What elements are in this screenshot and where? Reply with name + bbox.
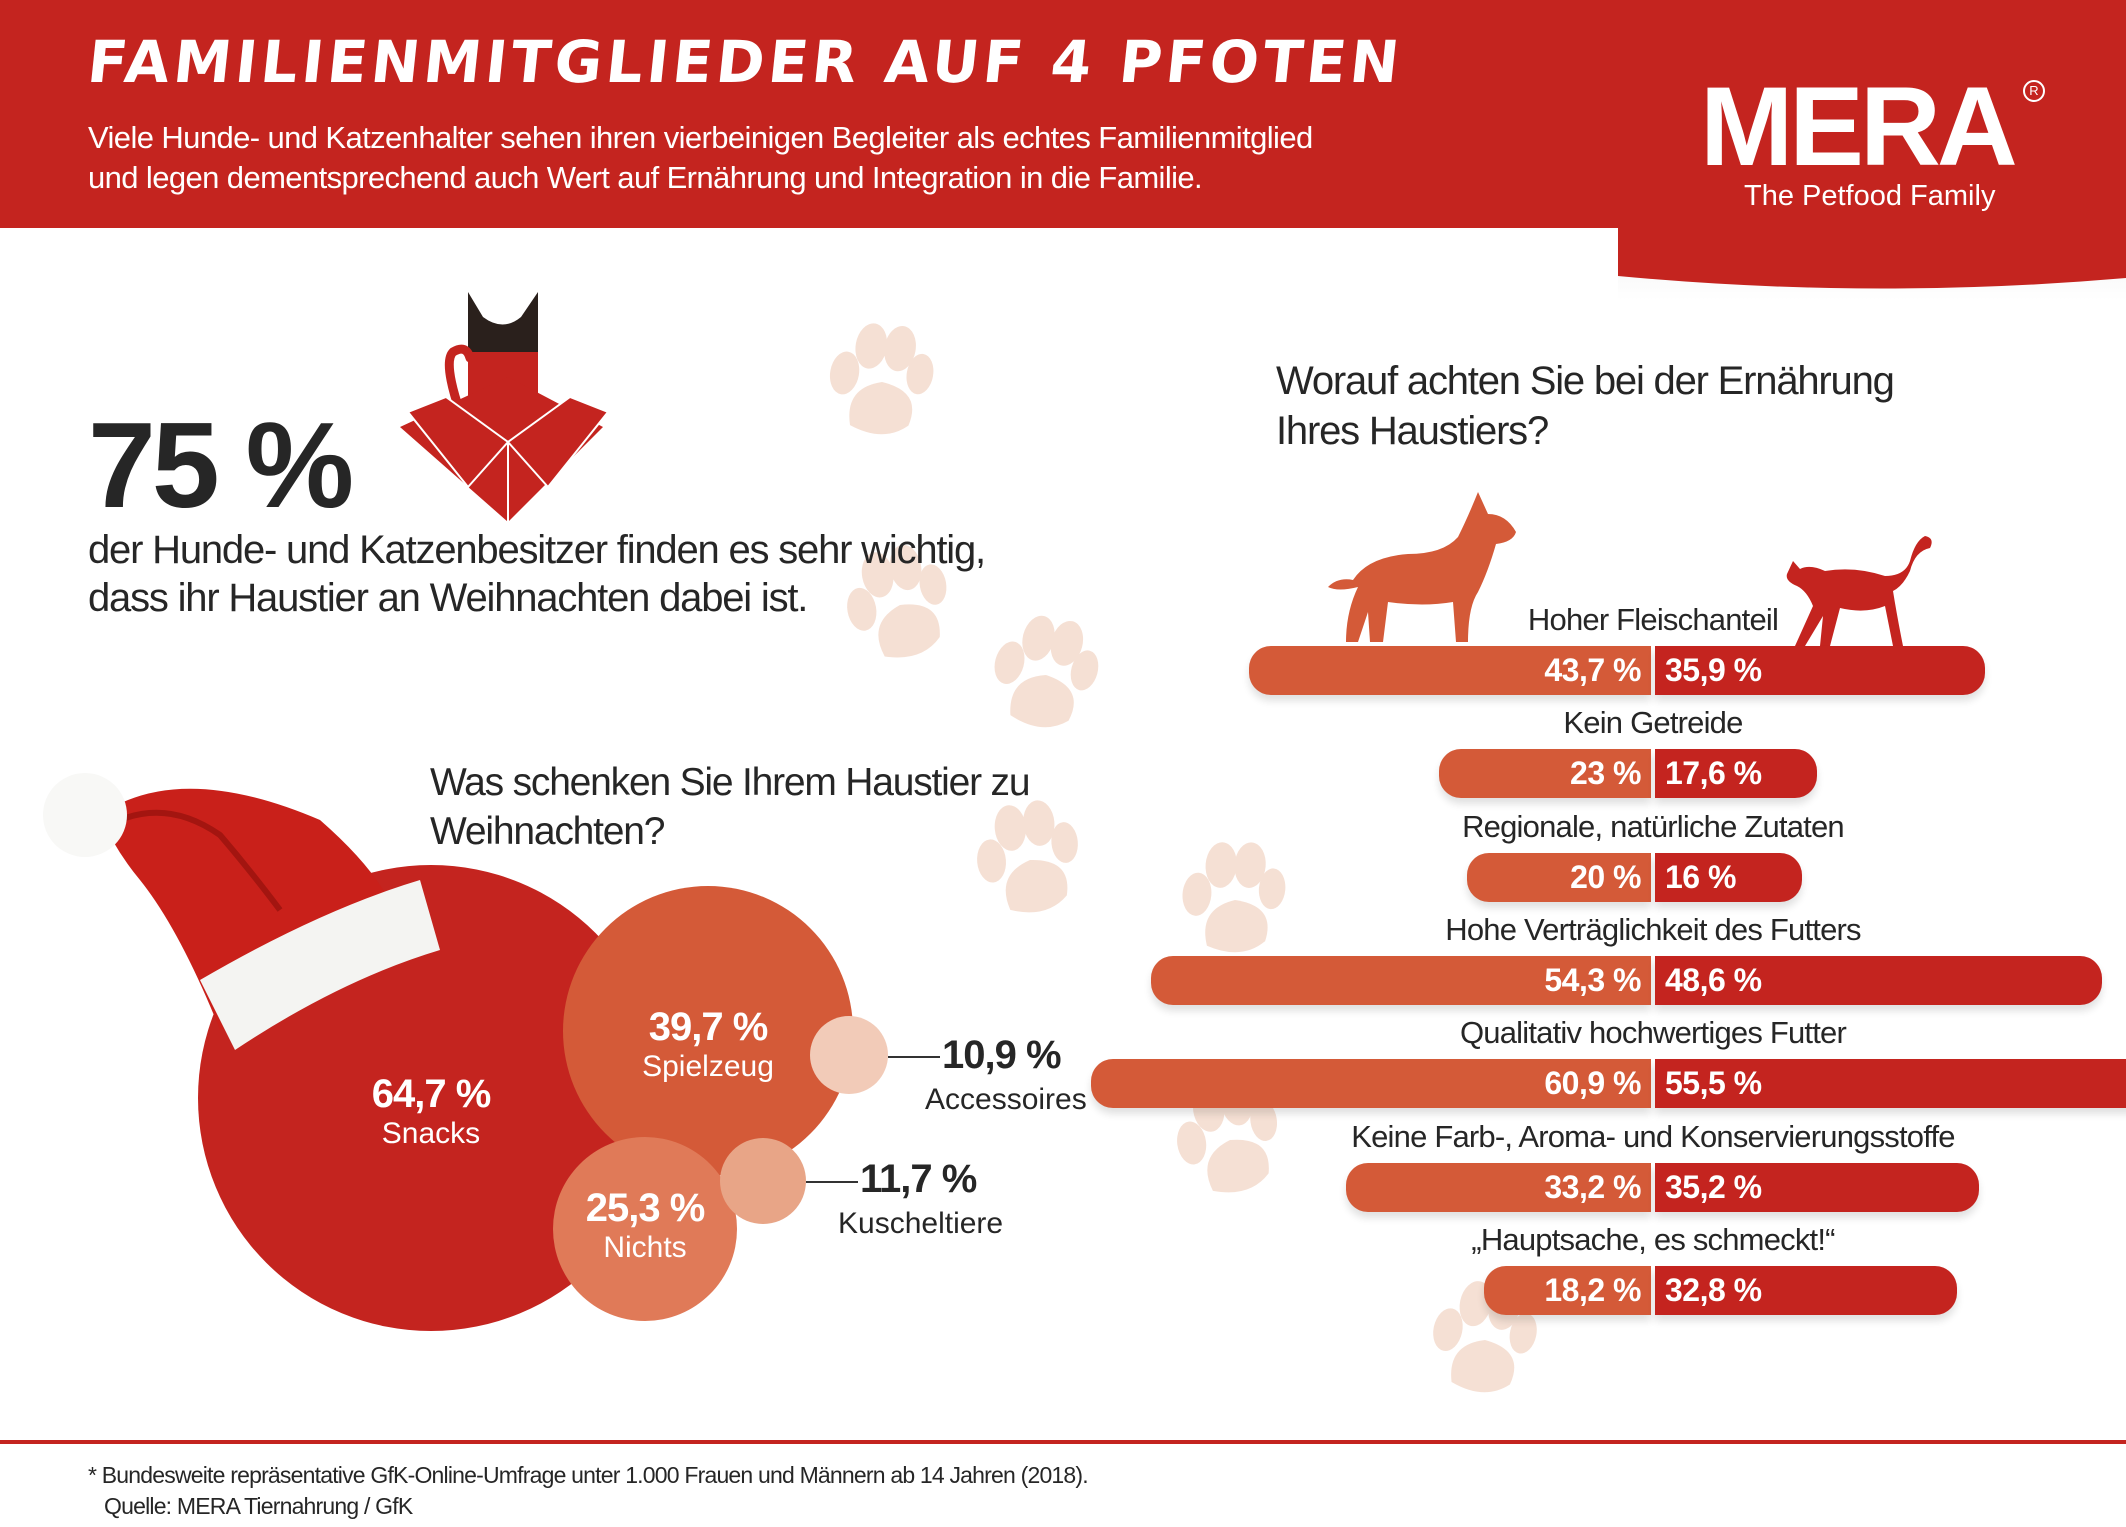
highlight-description: der Hunde- und Katzenbesitzer finden es …	[88, 528, 986, 620]
bubble-label-spielzeug: 39,7 % Spielzeug	[608, 1005, 808, 1084]
bar-row-label: Qualitativ hochwertiges Futter	[1459, 1015, 1847, 1051]
bar-value-cat: 35,9 %	[1665, 652, 1762, 688]
bubble-accessoires	[810, 1016, 888, 1094]
bar-row-label: Hoher Fleischanteil	[1527, 602, 1779, 637]
bar-value-dog: 43,7 %	[1544, 652, 1641, 688]
gift-question: Was schenken Sie Ihrem Haustier zu Weihn…	[430, 761, 1031, 853]
footer-divider	[0, 1440, 2126, 1444]
bubble-value: 25,3 %	[585, 1186, 706, 1230]
logo-tab	[1618, 0, 2126, 292]
bubble-value: 39,7 %	[648, 1005, 769, 1049]
bubble-label-snacks: 64,7 % Snacks	[331, 1072, 531, 1151]
bar-value-cat: 16 %	[1665, 858, 1736, 895]
bar-value-cat: 48,6 %	[1665, 961, 1762, 998]
bar-cat: 35,9 %	[1655, 646, 1986, 695]
bar-value-cat: 32,8 %	[1665, 1271, 1762, 1308]
page-title: FAMILIENMITGLIEDER AUF 4 PFOTEN	[84, 28, 1407, 96]
bar-cat: 16 %	[1655, 852, 1803, 902]
bar-value-dog: 54,3 %	[1544, 961, 1641, 998]
bar-dog: 20 %	[1467, 852, 1651, 902]
santa-hat-icon	[43, 773, 440, 1050]
bar-row-label: Regionale, natürliche Zutaten	[1462, 808, 1845, 844]
bar-cat: 55,5 %	[1655, 1059, 2126, 1109]
paw-print-icon	[977, 800, 1078, 913]
bubble-nichts	[553, 1137, 737, 1321]
bar-dog: 60,9 %	[1090, 1059, 1651, 1109]
highlight-percentage: 75 %	[88, 397, 354, 533]
paw-print-icon	[1182, 842, 1286, 953]
diet-question: Worauf achten Sie bei der Ernährung Ihre…	[1276, 359, 1895, 453]
logo-tagline: The Petfood Family	[1744, 180, 1996, 212]
bar-value-dog: 23 %	[1570, 755, 1641, 792]
bar-cat: 17,6 %	[1655, 749, 1817, 799]
bubble-category: Nichts	[603, 1231, 687, 1264]
footnote: * Bundesweite repräsentative GfK-Online-…	[88, 1460, 1089, 1522]
cat-icon	[1786, 536, 1932, 646]
paw-print-icon	[829, 323, 934, 435]
bubble-category: Spielzeug	[642, 1050, 774, 1083]
page-subtitle: Viele Hunde- und Katzenhalter sehen ihre…	[88, 120, 1313, 195]
connector-line	[888, 1056, 940, 1058]
paw-print-icon	[994, 615, 1099, 728]
bar-cat: 35,2 %	[1655, 1162, 1979, 1212]
bar-dog: 23 %	[1439, 749, 1651, 799]
bar-value-cat: 55,5 %	[1665, 1065, 1762, 1102]
bubble-value-accessoires: 10,9 %	[942, 1033, 1062, 1077]
bar-cat: 32,8 %	[1655, 1265, 1957, 1315]
bar-value-dog: 20 %	[1570, 858, 1641, 895]
bubble-category-accessoires: Accessoires	[925, 1083, 1087, 1116]
bar-value-dog: 18,2 %	[1544, 1271, 1641, 1308]
bar-dog: 33,2 %	[1345, 1162, 1651, 1212]
bar-cat: 48,6 %	[1655, 955, 2103, 1005]
dog-icon	[1328, 492, 1516, 642]
connector-line	[806, 1181, 858, 1183]
registered-mark-icon: R	[2023, 80, 2045, 102]
bar-row-label: Kein Getreide	[1563, 705, 1743, 741]
bubble-value-kuscheltiere: 11,7 %	[860, 1157, 977, 1201]
bar-dog: 54,3 %	[1151, 955, 1651, 1005]
bar-value-dog: 33,2 %	[1544, 1168, 1641, 1205]
bar-row-label: Keine Farb-, Aroma- und Konservierungsst…	[1351, 1118, 1955, 1154]
bar-row-label: „Hauptsache, es schmeckt!“	[1471, 1221, 1835, 1257]
bar-dog: 43,7 %	[1248, 646, 1651, 695]
bar-value-cat: 35,2 %	[1665, 1168, 1762, 1205]
bubble-value: 64,7 %	[371, 1072, 492, 1116]
bubble-label-nichts: 25,3 % Nichts	[545, 1186, 745, 1265]
bubble-spielzeug	[563, 886, 853, 1176]
bubble-category: Snacks	[381, 1117, 481, 1150]
bubble-category-kuscheltiere: Kuscheltiere	[838, 1207, 1004, 1240]
bar-dog: 18,2 %	[1483, 1265, 1651, 1315]
bar-value-cat: 17,6 %	[1665, 755, 1762, 792]
bar-value-dog: 60,9 %	[1544, 1065, 1641, 1102]
bar-row-label: Hohe Verträglichkeit des Futters	[1445, 911, 1861, 947]
bubble-kuscheltiere	[720, 1138, 806, 1224]
footnote-source: Quelle: MERA Tiernahrung / GfK	[104, 1493, 413, 1519]
cat-in-gift-box-icon	[400, 292, 610, 522]
paw-print-icon	[847, 544, 947, 658]
footnote-survey: * Bundesweite repräsentative GfK-Online-…	[88, 1462, 1089, 1488]
logo-wordmark: MERA	[1700, 64, 2018, 189]
